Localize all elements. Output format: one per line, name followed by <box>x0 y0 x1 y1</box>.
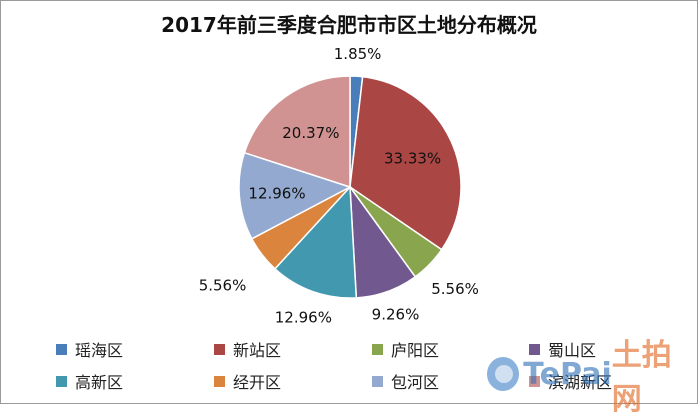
slice-label: 33.33% <box>384 149 441 167</box>
slice-label: 20.37% <box>282 124 339 142</box>
globe-icon <box>487 357 520 391</box>
slice-label: 5.56% <box>199 276 247 294</box>
pie-slice <box>238 151 352 240</box>
slice-label: 12.96% <box>275 309 332 327</box>
slice-label: 1.85% <box>334 45 382 63</box>
watermark-text-cn: 土拍网 <box>611 338 672 417</box>
watermark-logo: TePai 土拍网 <box>487 338 697 417</box>
slice-label: 12.96% <box>248 184 305 202</box>
pie-slice <box>349 75 462 251</box>
chart-title: 2017年前三季度合肥市市区土地分布概况 <box>161 13 537 37</box>
slice-label: 9.26% <box>372 306 420 324</box>
slice-label: 5.56% <box>431 280 479 298</box>
pie-slice <box>243 75 351 189</box>
pie-chart: 1.85% 33.33% 5.56% 9.26% 12.96% 5.56% 12.96% 20… <box>199 45 479 327</box>
watermark-text: TePai <box>523 356 612 392</box>
pie-slice <box>273 185 358 299</box>
